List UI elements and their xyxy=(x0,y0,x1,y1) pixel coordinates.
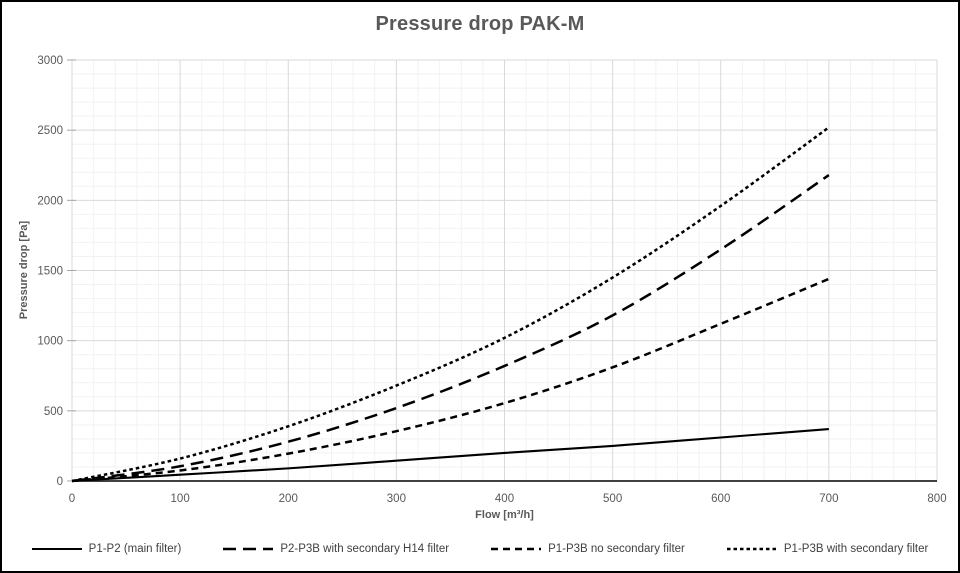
y-tick-label: 0 xyxy=(57,476,63,488)
y-tick-marks xyxy=(67,59,76,482)
major-gridlines xyxy=(71,59,938,481)
legend-item-p1-p2-main-filter: P1-P2 (main filter) xyxy=(31,543,182,555)
x-tick-label: 200 xyxy=(279,493,298,505)
tick-labels: 0 100 200 300 400 500 600 700 800 0 500 1000 1500 200… xyxy=(37,55,946,505)
y-tick-label: 2000 xyxy=(37,195,63,207)
legend: P1-P2 (main filter) P2-P3B with secondary… xyxy=(2,543,958,555)
y-tick-label: 3000 xyxy=(37,55,63,67)
chart-title: Pressure drop PAK-M xyxy=(375,13,585,35)
legend-line-sample-medium-dash xyxy=(491,547,542,551)
y-tick-label: 500 xyxy=(44,406,63,418)
curve-p1-p3b-with-secondary-filter xyxy=(71,126,830,483)
x-tick-label: 500 xyxy=(603,493,622,505)
curve-p2-p3b-with-secondary-h14-filter xyxy=(71,174,830,483)
legend-item-label: P1-P3B with secondary filter xyxy=(783,543,929,555)
x-tick-label: 400 xyxy=(495,493,514,505)
y-tick-label: 2500 xyxy=(37,125,63,137)
legend-line-sample-short-dash xyxy=(726,547,777,551)
y-tick-label: 1000 xyxy=(37,336,63,348)
x-tick-label: 0 xyxy=(69,493,75,505)
x-tick-label: 800 xyxy=(927,493,946,505)
curve-p1-p3b-no-secondary-filter xyxy=(71,277,830,483)
legend-item-label: P2-P3B with secondary H14 filter xyxy=(280,543,450,555)
x-axis-title: Flow [m³/h] xyxy=(475,509,534,521)
y-tick-label: 1500 xyxy=(37,266,63,278)
legend-item-label: P1-P3B no secondary filter xyxy=(548,543,685,555)
curve-p1-p2-main-filter xyxy=(71,428,829,483)
legend-item-p1-p3b-no-secondary-filter: P1-P3B no secondary filter xyxy=(491,543,685,555)
legend-item-p2-p3b-with-secondary-h14-filter: P2-P3B with secondary H14 filter xyxy=(223,543,449,555)
legend-item-p1-p3b-with-secondary-filter: P1-P3B with secondary filter xyxy=(726,543,929,555)
y-axis-title: Pressure drop [Pa] xyxy=(18,220,30,320)
legend-item-label: P1-P2 (main filter) xyxy=(88,543,182,555)
x-tick-label: 600 xyxy=(711,493,730,505)
x-tick-label: 300 xyxy=(387,493,406,505)
legend-line-sample-solid xyxy=(31,547,82,551)
x-tick-label: 100 xyxy=(171,493,190,505)
x-tick-label: 700 xyxy=(819,493,838,505)
legend-line-sample-long-dash xyxy=(223,547,274,551)
